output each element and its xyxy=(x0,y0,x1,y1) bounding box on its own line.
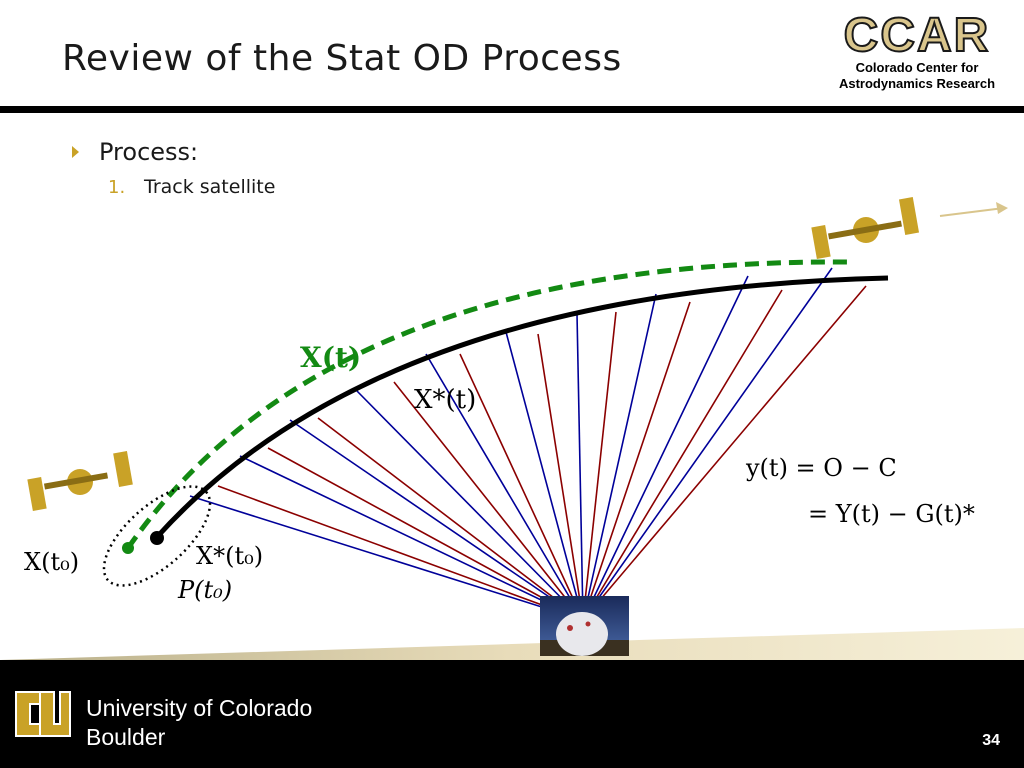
satellite-icon xyxy=(27,451,133,511)
ray xyxy=(582,289,783,621)
ray xyxy=(582,301,691,621)
ray xyxy=(317,417,584,621)
ray xyxy=(576,313,584,621)
ray xyxy=(459,353,584,621)
footer-university-line2: Boulder xyxy=(86,724,166,750)
ray xyxy=(289,419,584,621)
label-reference-trajectory: X*(t) xyxy=(414,385,476,415)
ray xyxy=(425,353,584,621)
ray xyxy=(239,455,584,621)
bullet-process: Process: xyxy=(72,138,198,166)
ray xyxy=(189,495,584,621)
velocity-arrow-icon xyxy=(939,202,1008,217)
ray xyxy=(267,447,584,621)
bullet-text: Process: xyxy=(99,138,199,166)
ray xyxy=(217,485,584,621)
label-covariance: P(t₀) xyxy=(177,576,232,604)
label-reference-initial: X*(t₀) xyxy=(196,542,263,570)
tracking-station-image xyxy=(540,596,629,656)
slide-title: Review of the Stat OD Process xyxy=(62,38,622,79)
ccar-subtitle-line2: Astrodynamics Research xyxy=(838,76,996,91)
reference-trajectory xyxy=(155,275,889,539)
ccar-subtitle-line1: Colorado Center for xyxy=(855,60,979,75)
true-trajectory xyxy=(125,259,851,550)
ccar-logo: CCAR Colorado Center for Astrodynamics R… xyxy=(822,9,1012,92)
title-divider xyxy=(0,106,1024,113)
footer xyxy=(0,660,1024,768)
cu-logo-icon xyxy=(15,691,71,737)
label-true-initial: X(t₀) xyxy=(24,548,79,576)
gold-stripe xyxy=(0,628,1024,668)
ray xyxy=(582,285,867,621)
equation-line2: = Y(t) − G(t)* xyxy=(808,500,975,528)
ray xyxy=(505,331,584,621)
od-diagram: X(t) X*(t) X(t₀) X*(t₀) P(t₀) y(t) = O −… xyxy=(24,197,1008,621)
satellite-icon xyxy=(811,197,920,259)
ray xyxy=(355,389,584,621)
bullet-arrow-icon xyxy=(72,146,79,158)
footer-university: University of Colorado Boulder xyxy=(86,694,312,752)
ray xyxy=(582,293,657,621)
footer-university-line1: University of Colorado xyxy=(86,695,313,721)
covariance-ellipse xyxy=(102,485,212,587)
ray xyxy=(582,311,617,621)
true-initial-point xyxy=(122,542,134,554)
sub-item: 1. Track satellite xyxy=(108,176,275,198)
measurement-rays xyxy=(189,267,867,621)
equation-line1: y(t) = O − C xyxy=(745,454,897,482)
ccar-logo-text: CCAR xyxy=(843,9,991,62)
ray xyxy=(582,275,749,621)
page-number: 34 xyxy=(982,732,1000,749)
reference-initial-point xyxy=(150,531,164,545)
label-true-trajectory: X(t) xyxy=(300,341,361,374)
sub-item-number: 1. xyxy=(108,177,126,198)
ray xyxy=(582,267,833,621)
sub-item-text: Track satellite xyxy=(144,176,276,198)
ray xyxy=(537,333,584,621)
ray xyxy=(393,381,584,621)
